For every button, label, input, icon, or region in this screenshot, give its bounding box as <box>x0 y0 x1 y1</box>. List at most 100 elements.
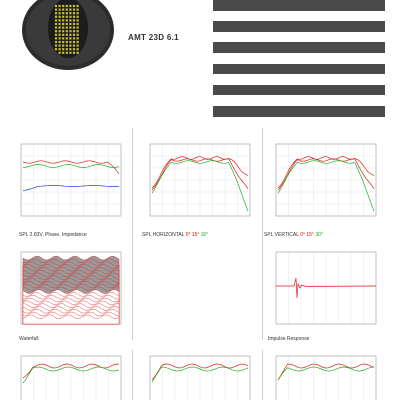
grille-cell <box>72 30 76 33</box>
spl-vertical-caption: SPL VERTICAL 0° 15° 30° <box>264 232 323 238</box>
grille-cell <box>72 19 76 22</box>
impulse-caption: Impulse Response <box>268 336 310 342</box>
grille-cell <box>58 30 61 33</box>
grille-cell <box>58 51 61 54</box>
grille-cell <box>54 22 58 26</box>
spl-curve <box>151 363 249 380</box>
waterfall-chart <box>17 248 125 328</box>
spl-30deg-curve <box>151 160 249 212</box>
grille-cell <box>62 40 65 44</box>
grille-cell <box>54 48 58 51</box>
spec-row <box>213 116 385 128</box>
grille-cell <box>72 4 76 8</box>
grille-cell <box>69 15 72 18</box>
chart-frame <box>275 143 377 217</box>
amt-tweeter-icon <box>20 0 116 72</box>
spec-row <box>213 52 385 64</box>
grille-cell <box>76 4 79 8</box>
column-divider <box>262 350 263 400</box>
grille-cell <box>72 51 76 54</box>
grille-cell <box>76 30 79 33</box>
grille-cell <box>58 37 61 40</box>
spl-15deg-curve <box>277 158 375 191</box>
grille-cell <box>76 33 79 36</box>
chart-frame <box>20 143 122 217</box>
grille-cell <box>65 37 68 40</box>
caption-prefix: SPL HORIZONTAL <box>142 232 185 238</box>
spec-row <box>213 21 385 32</box>
impedance-caption: SPL 2.83V, Phase, Impedance <box>19 232 87 238</box>
grille-cell <box>76 22 79 26</box>
grille-cell <box>69 40 72 44</box>
grille-cell <box>69 30 72 33</box>
spec-row <box>213 95 385 106</box>
caption-prefix: SPL VERTICAL <box>264 232 299 238</box>
grille-cell <box>62 30 65 33</box>
grille-cell <box>62 33 65 36</box>
spec-table <box>213 0 385 128</box>
grille-cell <box>62 37 65 40</box>
grille-cell <box>54 12 58 15</box>
grille-cell <box>72 48 76 51</box>
spec-row <box>213 63 385 75</box>
impulse-curve <box>276 277 377 299</box>
grille-cell <box>62 15 65 18</box>
impedance-chart <box>17 140 125 220</box>
grille-cell <box>65 12 68 15</box>
grille-cell <box>69 12 72 15</box>
grille-cell <box>54 40 58 44</box>
waterfall-caption: Waterfall <box>19 336 39 342</box>
angle-15: 15° <box>306 232 314 238</box>
spec-row <box>213 42 385 53</box>
grille-cell <box>58 44 61 47</box>
grille-cell <box>54 26 58 29</box>
spl-15deg-curve <box>151 158 249 191</box>
grille-cell <box>58 12 61 15</box>
grille-cell <box>62 8 65 11</box>
grille-cell <box>69 19 72 22</box>
spec-row <box>213 10 385 22</box>
spec-row <box>213 105 385 117</box>
angle-15: 15° <box>191 232 200 238</box>
grille-cell <box>54 44 58 47</box>
grille-cell <box>65 26 68 29</box>
grille-cell <box>65 4 68 8</box>
chart-frame <box>149 143 251 217</box>
grille-cell <box>65 19 68 22</box>
grille-cell <box>58 19 61 22</box>
spec-row <box>213 84 385 96</box>
phase-curve <box>22 164 120 168</box>
grille-cell <box>76 19 79 22</box>
driver-photo <box>20 0 116 72</box>
grille-cell <box>54 19 58 22</box>
grille-cell <box>72 8 76 11</box>
grille-cell <box>76 44 79 47</box>
grille-cell <box>72 22 76 26</box>
grille-cell <box>69 37 72 40</box>
spl-0deg-curve <box>151 156 249 189</box>
grille-cell <box>76 51 79 54</box>
grille-cell <box>72 44 76 47</box>
grille-cell <box>76 40 79 44</box>
grille-cell <box>69 44 72 47</box>
grille-cell <box>76 12 79 15</box>
grille-cell <box>54 37 58 40</box>
grille-cell <box>58 22 61 26</box>
grille-cell <box>65 33 68 36</box>
spl-curve-2 <box>151 366 249 383</box>
grille-cell <box>54 4 58 8</box>
bottom-chart-middle <box>146 352 254 400</box>
spl-30deg-curve <box>277 160 375 212</box>
grille-cell <box>54 8 58 11</box>
grille-cell <box>62 51 65 54</box>
grille-cell <box>62 44 65 47</box>
grille-cell <box>65 48 68 51</box>
grille-cell <box>72 40 76 44</box>
bottom-chart-left <box>17 352 125 400</box>
grille-cell <box>62 26 65 29</box>
spl-horizontal-caption: SPL HORIZONTAL 0° 15° 30° <box>142 232 208 238</box>
angle-0: 0° <box>300 232 306 238</box>
grille-cell <box>76 37 79 40</box>
angle-30: 30° <box>315 232 323 238</box>
grille-cell <box>69 33 72 36</box>
